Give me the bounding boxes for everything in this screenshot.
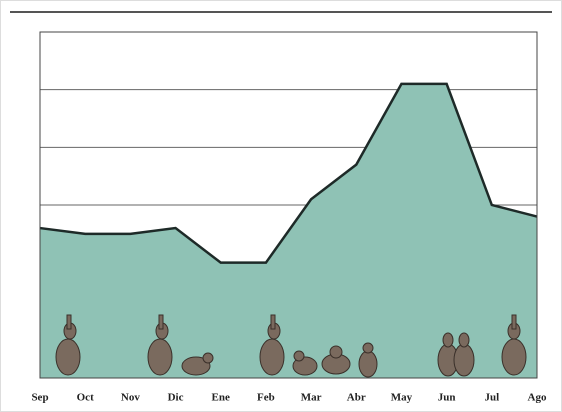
x-tick-label: Mar	[301, 392, 322, 404]
decorations	[55, 314, 527, 378]
plot-border	[39, 31, 538, 379]
x-tick-label: Abr	[347, 392, 366, 404]
x-axis: Sep Oct Nov Dic Ene Feb Mar Abr May Jun Jul Ago	[31, 392, 547, 404]
line	[39, 82, 538, 264]
x-tick-label: Jun	[438, 392, 456, 404]
x-tick-label: Ene	[212, 392, 230, 404]
plot	[39, 82, 538, 379]
x-tick-label: Dic	[168, 392, 184, 404]
x-tick-label: Sep	[31, 392, 48, 404]
x-tick-label: Nov	[121, 392, 140, 404]
x-tick-label: Oct	[77, 392, 94, 404]
x-tick-label: Feb	[257, 392, 275, 404]
x-tick-label: Jul	[484, 392, 499, 404]
x-tick-label: May	[391, 392, 413, 404]
x-tick-label: Ago	[528, 392, 547, 404]
